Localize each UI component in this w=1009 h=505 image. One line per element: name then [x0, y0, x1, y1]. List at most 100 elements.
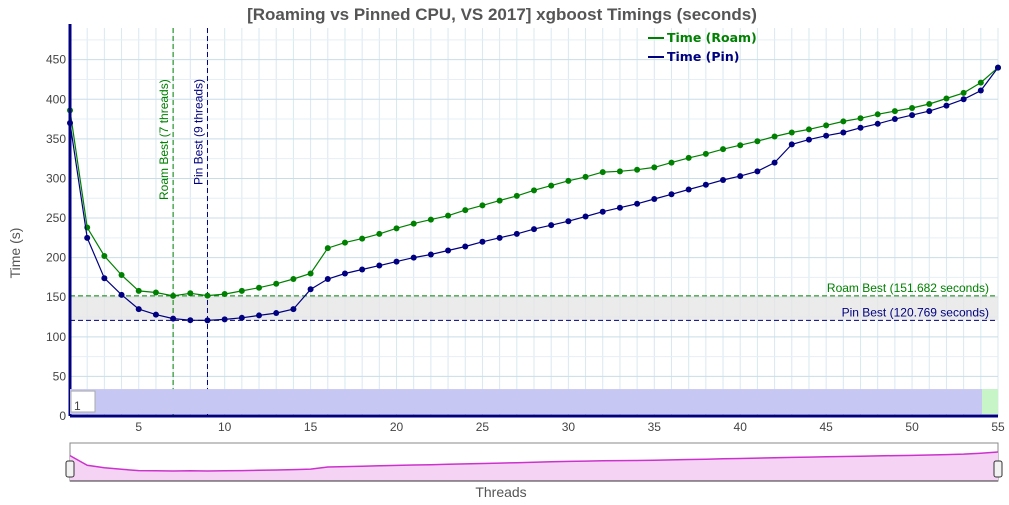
legend-label: Time (Roam): [667, 30, 757, 45]
data-point: [926, 101, 933, 108]
data-point: [118, 272, 125, 279]
data-point: [221, 291, 228, 298]
navigator-left-handle[interactable]: [65, 460, 75, 478]
data-point: [685, 154, 692, 161]
data-point: [891, 108, 898, 115]
data-point: [960, 89, 967, 96]
data-point: [496, 234, 503, 241]
x-axis-title: Threads: [475, 484, 526, 500]
data-point: [909, 112, 916, 119]
y-tick-label: 450: [46, 53, 66, 67]
data-point: [410, 254, 417, 261]
range-input-value: 1: [74, 399, 81, 413]
data-point: [943, 95, 950, 102]
data-point: [445, 247, 452, 254]
x-tick-label: 10: [218, 420, 232, 434]
data-point: [376, 230, 383, 237]
data-point: [720, 146, 727, 153]
grid: [69, 28, 999, 417]
data-point: [651, 164, 658, 171]
legend[interactable]: Time (Roam) Time (Pin): [648, 30, 757, 64]
data-point: [324, 276, 331, 283]
y-tick-label: 0: [59, 409, 66, 423]
data-point: [187, 290, 194, 297]
best-band: [70, 295, 998, 321]
data-point: [376, 262, 383, 269]
range-bar-track[interactable]: [70, 389, 998, 414]
y-tick-label: 300: [46, 171, 66, 185]
y-tick-label: 350: [46, 132, 66, 146]
series-layer: [67, 64, 1001, 324]
data-point: [565, 177, 572, 184]
data-point: [101, 275, 108, 282]
x-tick-label: 35: [648, 420, 662, 434]
navigator[interactable]: [65, 442, 1003, 482]
data-point: [634, 166, 641, 173]
data-point: [531, 226, 537, 233]
data-point: [548, 222, 555, 229]
data-point: [582, 213, 589, 220]
x-tick-label: 15: [304, 420, 318, 434]
range-input-box[interactable]: [70, 390, 96, 413]
data-point: [84, 234, 91, 241]
y-axis-title: Time (s): [7, 228, 23, 279]
data-point: [118, 291, 125, 298]
y-tick-label: 400: [46, 92, 66, 106]
data-point: [840, 129, 847, 136]
navigator-line: [69, 451, 999, 472]
data-point: [359, 235, 366, 242]
data-point: [805, 126, 812, 133]
data-point: [462, 207, 469, 214]
data-point: [771, 159, 778, 166]
data-point: [702, 150, 709, 157]
navigator-right-handle[interactable]: [993, 460, 1003, 478]
data-point: [479, 202, 486, 209]
data-point: [788, 129, 795, 136]
y-tick-label: 150: [46, 290, 66, 304]
data-point: [823, 122, 830, 129]
y-tick-label: 200: [46, 251, 66, 265]
data-point: [805, 136, 812, 143]
data-point: [823, 132, 830, 139]
data-point: [393, 258, 400, 265]
data-point: [943, 102, 950, 109]
x-tick-label: 5: [135, 420, 142, 434]
range-bar-end[interactable]: [982, 389, 998, 414]
data-point: [496, 197, 503, 204]
data-point: [651, 196, 658, 203]
data-point: [513, 230, 520, 237]
navigator-area: [70, 452, 998, 481]
range-bar[interactable]: 1: [70, 389, 998, 414]
data-point: [479, 238, 486, 245]
data-point: [341, 270, 348, 277]
data-point: [135, 306, 142, 313]
data-point: [565, 218, 572, 225]
data-point: [668, 191, 675, 198]
data-point: [170, 292, 177, 299]
data-point: [290, 276, 297, 283]
y-tick-label: 250: [46, 211, 66, 225]
data-point: [891, 116, 898, 123]
data-point: [771, 133, 778, 140]
data-point: [462, 243, 469, 250]
data-point: [393, 225, 400, 232]
data-point: [634, 200, 641, 207]
data-point: [290, 306, 297, 313]
data-point: [840, 118, 847, 125]
data-point: [737, 173, 744, 180]
x-tick-label: 55: [991, 420, 1005, 434]
data-point: [170, 315, 177, 322]
data-point: [273, 280, 280, 287]
y-tick-label: 50: [53, 369, 67, 383]
data-point: [341, 239, 348, 246]
data-point: [874, 120, 881, 127]
data-point: [909, 104, 916, 111]
data-point: [187, 317, 194, 324]
data-point: [685, 186, 692, 193]
legend-label: Time (Pin): [667, 49, 739, 64]
pin-best-vline-label: Pin Best (9 threads): [191, 79, 205, 185]
data-point: [599, 169, 606, 176]
